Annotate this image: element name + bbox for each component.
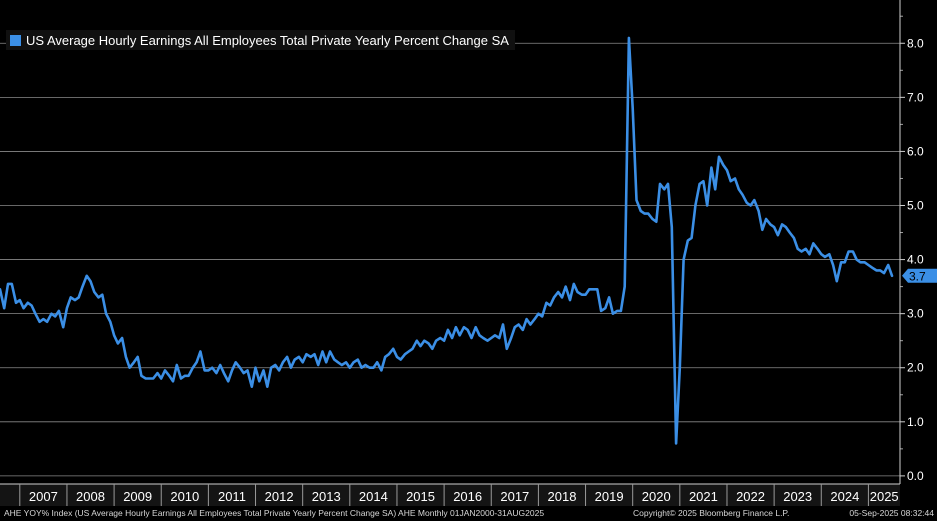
x-tick-label: 2017 [500,489,529,504]
legend: US Average Hourly Earnings All Employees… [6,30,515,50]
gridlines [0,42,900,477]
y-tick-label: 3.0 [907,307,924,321]
x-tick-label: 2014 [359,489,388,504]
x-tick-label: 2020 [642,489,671,504]
x-tick-label: 2018 [548,489,577,504]
x-tick-label: 2024 [830,489,859,504]
x-tick-label: 2012 [265,489,294,504]
x-tick-label: 2019 [595,489,624,504]
x-tick-label: 2016 [453,489,482,504]
x-tick-label: 2013 [312,489,341,504]
y-tick-label: 8.0 [907,36,924,50]
x-tick-label: 2011 [218,489,246,504]
last-value-tag [902,268,937,283]
footer: AHE YOY% Index (US Average Hourly Earnin… [0,506,937,521]
x-tick-label: 2007 [29,489,58,504]
x-tick-label: 2021 [689,489,718,504]
y-tick-label: 1.0 [907,415,924,429]
legend-label: US Average Hourly Earnings All Employees… [26,32,509,48]
series-layer [0,36,894,445]
x-tick-label: 2015 [406,489,435,504]
x-tick-label: 2010 [170,489,199,504]
y-tick-label: 2.0 [907,361,924,375]
last-value-label: 3.7 [909,269,926,283]
legend-swatch [10,34,21,46]
last-value-label-group: 3.7 [902,268,937,283]
y-tick-label: 5.0 [907,198,924,212]
y-tick-label: 7.0 [907,90,924,104]
footer-copyright: Copyright© 2025 Bloomberg Finance L.P. [633,508,790,518]
y-tick-label: 0.0 [907,469,924,483]
y-tick-label: 6.0 [907,144,924,158]
footer-timestamp: 05-Sep-2025 08:32:44 [849,508,934,518]
x-tick-label: 2022 [736,489,765,504]
x-tick-label: 2025 [870,489,899,504]
x-tick-label: 2009 [123,489,152,504]
x-tick-label: 2023 [783,489,812,504]
y-tick-label: 4.0 [907,253,924,267]
x-axis-band [0,484,900,506]
axes: 0.0 1.0 2.0 3.0 4.0 5.0 6.0 7.0 8.0 2007 2008 2009 2… [0,0,924,506]
series-line [0,36,894,445]
footer-source: AHE YOY% Index (US Average Hourly Earnin… [4,508,545,518]
x-tick-label: 2008 [76,489,105,504]
